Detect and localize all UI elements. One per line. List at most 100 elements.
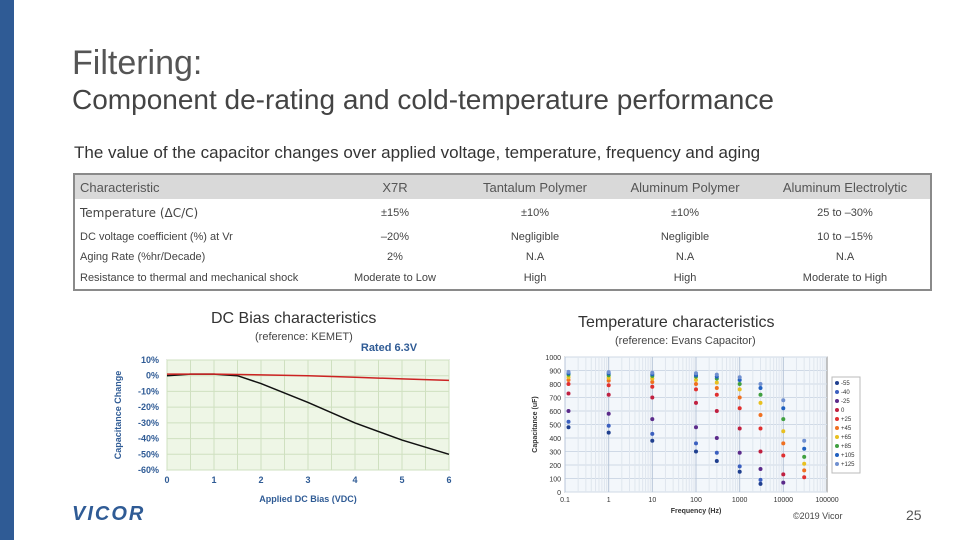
data-point-+125: [758, 382, 763, 386]
y-tick-label: 0: [557, 490, 561, 497]
x-tick-label: 10: [648, 497, 656, 504]
data-point-+45: [758, 413, 763, 417]
data-point--40: [566, 419, 571, 424]
table-cell: N.A: [675, 251, 695, 263]
x-tick-label: 10000: [774, 497, 794, 504]
intro-text: The value of the capacitor changes over …: [74, 143, 761, 162]
data-point--40: [650, 431, 655, 436]
table-cell: High: [523, 272, 547, 284]
table-header-cell: Tantalum Polymer: [460, 175, 610, 199]
data-point-+45: [802, 468, 807, 473]
y-axis-label: Capacitance Change: [113, 371, 123, 460]
data-point--55: [566, 425, 571, 430]
x-tick-label: 1000: [732, 497, 748, 504]
table-header-cell: Aluminum Electrolytic: [760, 175, 930, 199]
data-point--25: [606, 411, 611, 416]
data-point-+125: [694, 371, 698, 376]
data-point-+65: [802, 461, 807, 466]
data-point--40: [714, 450, 719, 455]
y-axis-label: Capacitance (uF): [532, 396, 539, 452]
y-tick-label: 500: [549, 423, 561, 430]
data-point-+125: [566, 369, 571, 374]
legend-marker: [835, 453, 839, 457]
y-tick-label: 900: [549, 369, 561, 376]
legend-marker: [835, 417, 839, 421]
legend-marker: [835, 435, 839, 439]
table-cell: Negligible: [510, 231, 560, 243]
data-point-+105: [781, 406, 786, 411]
data-point--25: [714, 436, 719, 440]
data-point-+105: [802, 446, 807, 451]
table-cell: ±10%: [670, 207, 700, 219]
table-cell: Moderate to Low: [354, 272, 436, 284]
y-tick-label: -10%: [138, 386, 159, 396]
data-point--25: [781, 480, 786, 485]
legend-label: +45: [841, 426, 852, 432]
data-point--25: [566, 409, 571, 413]
data-point--55: [758, 481, 763, 486]
x-tick-label: 1: [607, 497, 611, 504]
data-point-0: [714, 409, 719, 413]
y-tick-label: 700: [549, 396, 561, 403]
legend-label: +125: [841, 462, 855, 468]
table-cell: –20%: [380, 231, 410, 243]
x-tick-label: 6: [446, 475, 451, 485]
table-cell: ±15%: [380, 207, 410, 219]
vicor-logo: VICOR: [72, 503, 146, 525]
legend-label: -25: [841, 399, 850, 405]
comparison-table: Characteristic X7R Tantalum Polymer Alum…: [73, 173, 932, 291]
data-point--55: [694, 449, 698, 454]
data-point-+125: [650, 370, 655, 375]
slide-title: Filtering:: [72, 44, 203, 82]
dc-bias-chart: 10% 0% -10% -20% -30% -40% -50% -60% 0 1 2 3 4 5 6 Appl…: [113, 342, 452, 504]
dc-bias-reference: (reference: KEMET): [255, 331, 353, 343]
y-tick-label: 0%: [146, 371, 159, 381]
table-cell: ±10%: [520, 207, 550, 219]
table-cell: Negligible: [660, 231, 710, 243]
data-point--55: [737, 469, 742, 474]
y-tick-label: 600: [549, 409, 561, 416]
data-point-+25: [714, 392, 719, 397]
y-tick-label: 1000: [545, 355, 561, 362]
row-label: DC voltage coefficient (%) at Vr: [80, 231, 233, 243]
data-point-+45: [781, 441, 786, 446]
data-point-0: [758, 449, 763, 454]
data-point--40: [694, 441, 698, 446]
data-point--25: [758, 467, 763, 471]
table-cell: 10 to –15%: [817, 231, 873, 243]
y-tick-label: -50%: [138, 449, 159, 459]
x-tick-label: 100000: [815, 497, 838, 504]
y-tick-label: 10%: [141, 355, 159, 365]
page-number: 25: [906, 507, 922, 523]
data-point-0: [650, 395, 655, 400]
data-point--55: [714, 459, 719, 463]
legend-label: 0: [841, 408, 845, 414]
legend-marker: [835, 462, 839, 466]
left-accent-bar: [0, 0, 14, 540]
legend-label: +65: [841, 435, 852, 441]
table-row: Temperature (ΔC/C) ±15% ±10% ±10% 25 to …: [75, 199, 930, 227]
data-point-+105: [758, 386, 763, 390]
chart-title: Rated 6.3V: [361, 342, 418, 354]
table-cell: Moderate to High: [802, 272, 888, 284]
row-label: Temperature (ΔC/C): [80, 206, 199, 220]
data-point-+65: [758, 400, 763, 405]
data-point-+85: [802, 454, 807, 459]
table-header-cell: Aluminum Polymer: [610, 175, 760, 199]
y-tick-label: 200: [549, 463, 561, 470]
data-point-0: [694, 400, 698, 405]
y-tick-label: 100: [549, 477, 561, 484]
x-tick-label: 100: [690, 497, 702, 504]
legend-label: -55: [841, 381, 850, 387]
legend-marker: [835, 381, 839, 385]
table-cell: High: [673, 272, 697, 284]
x-tick-label: 5: [399, 475, 404, 485]
data-point--55: [606, 430, 611, 435]
copyright: ©2019 Vicor: [793, 511, 843, 521]
table-row: Aging Rate (%hr/Decade) 2% N.A N.A N.A: [75, 247, 930, 267]
x-axis-label: Frequency (Hz): [671, 508, 722, 515]
data-point-+125: [802, 438, 807, 443]
table-cell: 2%: [387, 251, 403, 263]
data-point-+25: [694, 387, 698, 392]
